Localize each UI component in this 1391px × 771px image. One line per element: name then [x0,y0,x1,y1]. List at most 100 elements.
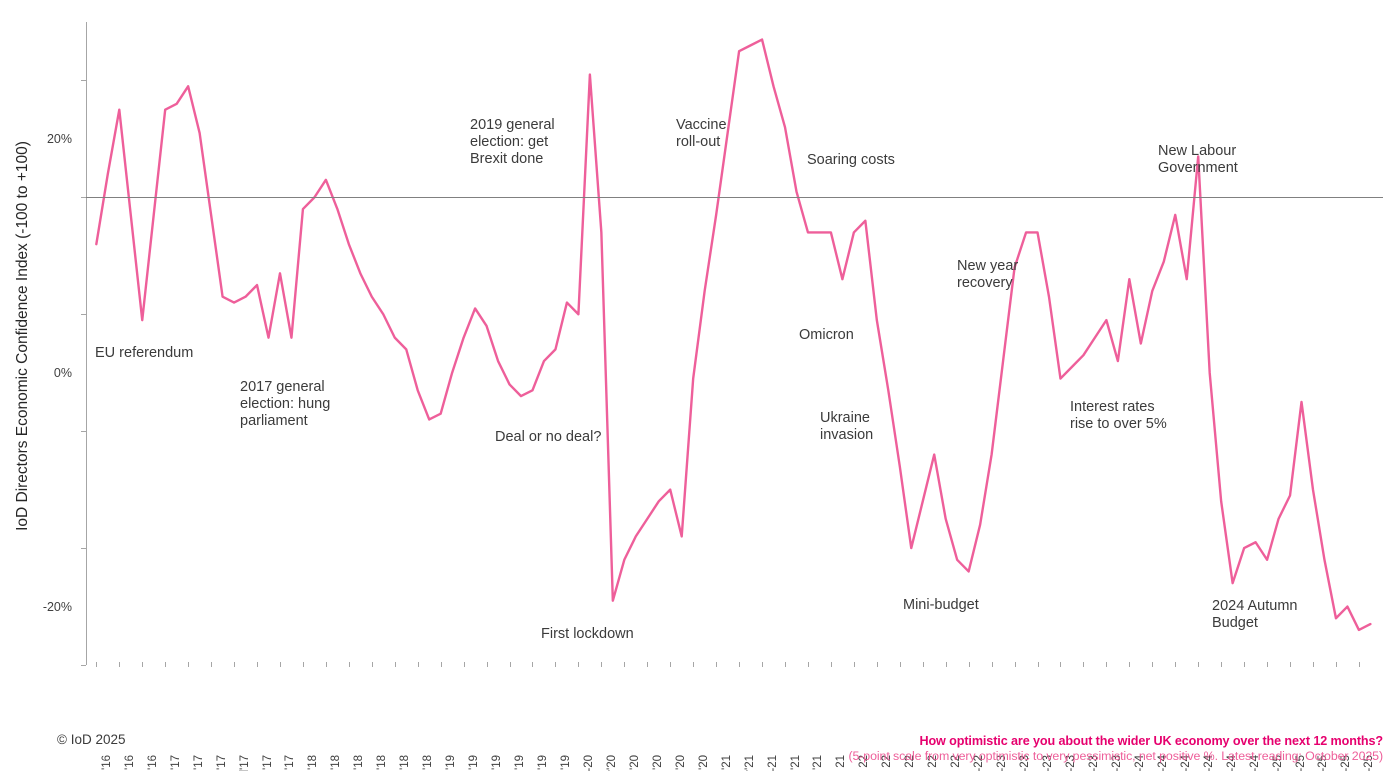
x-tick-mark [601,662,603,667]
x-tick-label: Nov '20 [698,755,710,771]
annotation-ukraine-invasion: Ukraine invasion [820,410,874,443]
annotation-vaccine-roll-out: Vaccine roll-out [676,117,727,150]
x-tick-mark [830,662,832,667]
y-tick-label: 0% [53,365,72,380]
x-tick-mark [211,662,213,667]
x-tick-label: Jan-20 [583,755,595,771]
x-tick-mark [486,662,488,667]
x-tick-label: May '20 [629,755,641,771]
x-tick-mark [257,662,259,667]
x-tick-mark [1267,662,1269,667]
annotation-first-lockdown: First lockdown [541,626,634,642]
y-tick-mark: 0% [54,197,86,380]
x-tick-mark [762,662,764,667]
x-tick-mark [555,662,557,667]
x-tick-mark [853,662,855,667]
x-tick-mark [716,662,718,667]
zero-baseline [86,197,1383,199]
annotation-2019-general-election: 2019 general election: get Brexit done [470,117,555,167]
x-tick-mark [371,662,373,667]
x-tick-label: Sep '21 [812,755,824,771]
x-tick-mark [96,662,98,667]
annotation-eu-referendum: EU referendum [95,345,194,361]
x-tick-mark [807,662,809,667]
x-tick-mark [165,662,167,667]
x-tick-label: Jan '21 [721,755,733,771]
x-tick-mark [1290,662,1292,667]
y-tick-label: 20% [46,131,72,146]
x-tick-label: Nov '19 [560,755,572,771]
x-tick-mark [394,662,396,667]
x-tick-label: Sep '20 [675,755,687,771]
x-tick-label: Jul '19 [514,755,526,771]
x-tick-mark [532,662,534,667]
x-tick-label: May '17 [216,755,228,771]
x-tick-label: Sept '18 [399,755,411,771]
x-tick-label: Mar '19 [468,755,480,771]
x-tick-mark [1083,662,1085,667]
x-tick-mark [302,662,304,667]
annotation-2024-autumn-budget: 2024 Autumn Budget [1212,598,1298,631]
y-axis-title-text: IoD Directors Economic Confidence Index … [14,140,32,531]
x-tick-mark [440,662,442,667]
x-tick-mark [417,662,419,667]
x-tick-mark [463,662,465,667]
x-tick-mark [509,662,511,667]
x-tick-mark [1175,662,1177,667]
x-tick-mark [670,662,672,667]
x-tick-mark [1312,662,1314,667]
x-tick-label: Mar '17 [193,755,205,771]
x-tick-label: Jul '18 [376,755,388,771]
annotation-deal-or-no-deal: Deal or no deal? [495,429,602,445]
plot-area: 20% 0% -20% -40% -60% -80% EU referendum 2017 … [43,22,1383,666]
x-tick-mark [899,662,901,667]
x-tick-label: Jan '19 [445,755,457,771]
survey-question: How optimistic are you about the wider U… [919,734,1383,748]
x-tick-mark [1152,662,1154,667]
x-tick-mark [1037,662,1039,667]
x-tick-label: Sep '16 [124,755,136,771]
annotation-mini-budget: Mini-budget [903,597,979,613]
x-tick-label: Jul '20 [652,755,664,771]
y-tick-mark: 20% [47,80,86,146]
x-tick-label: Mar'21 [744,755,756,771]
x-tick-mark [1106,662,1108,667]
x-tick-mark [1358,662,1360,667]
y-axis-title: IoD Directors Economic Confidence Index … [8,0,38,671]
x-tick-mark [991,662,993,667]
x-axis-label-group: Jul '16 Sep '16 Nov '16 Jan '17 Mar '17 May '… [86,662,1383,771]
copyright-text: © IoD 2025 [57,732,126,747]
x-tick-label: Nov 21 [835,755,847,771]
x-tick-label: Nov '17 [284,755,296,771]
y-tick-mark: -20% [43,314,86,614]
annotation-new-year-recovery: New year recovery [957,258,1019,291]
x-tick-mark [968,662,970,667]
x-tick-mark [1198,662,1200,667]
x-tick-label: Nov '18 [422,755,434,771]
x-tick-label: Jan '17 [170,755,182,771]
x-tick-label: Mar '18 [330,755,342,771]
confidence-index-polyline [95,38,1372,632]
x-tick-mark [624,662,626,667]
x-tick-mark [188,662,190,667]
x-tick-mark [739,662,741,667]
y-axis-line [86,22,87,665]
survey-question-block: How optimistic are you about the wider U… [848,734,1383,763]
x-tick-label: Sep '17 [262,755,274,771]
x-tick-mark [876,662,878,667]
x-tick-label: Jul '21 [790,755,802,771]
x-tick-label: Jan '18 [307,755,319,771]
x-tick-mark [693,662,695,667]
annotation-2017-general-election: 2017 general election: hung parliament [240,379,331,429]
x-tick-mark [945,662,947,667]
x-tick-label: Jul'17 [238,755,251,771]
x-tick-label: Nov '16 [147,755,159,771]
annotation-interest-rates: Interest rates rise to over 5% [1070,399,1167,432]
annotation-soaring-costs: Soaring costs [807,152,895,168]
x-tick-label: May-21 [767,755,779,771]
survey-question-subtext: (5-point scale from very optimistic to v… [848,749,1383,763]
x-tick-mark [1060,662,1062,667]
x-tick-label: May '19 [491,755,503,771]
x-tick-mark [142,662,144,667]
